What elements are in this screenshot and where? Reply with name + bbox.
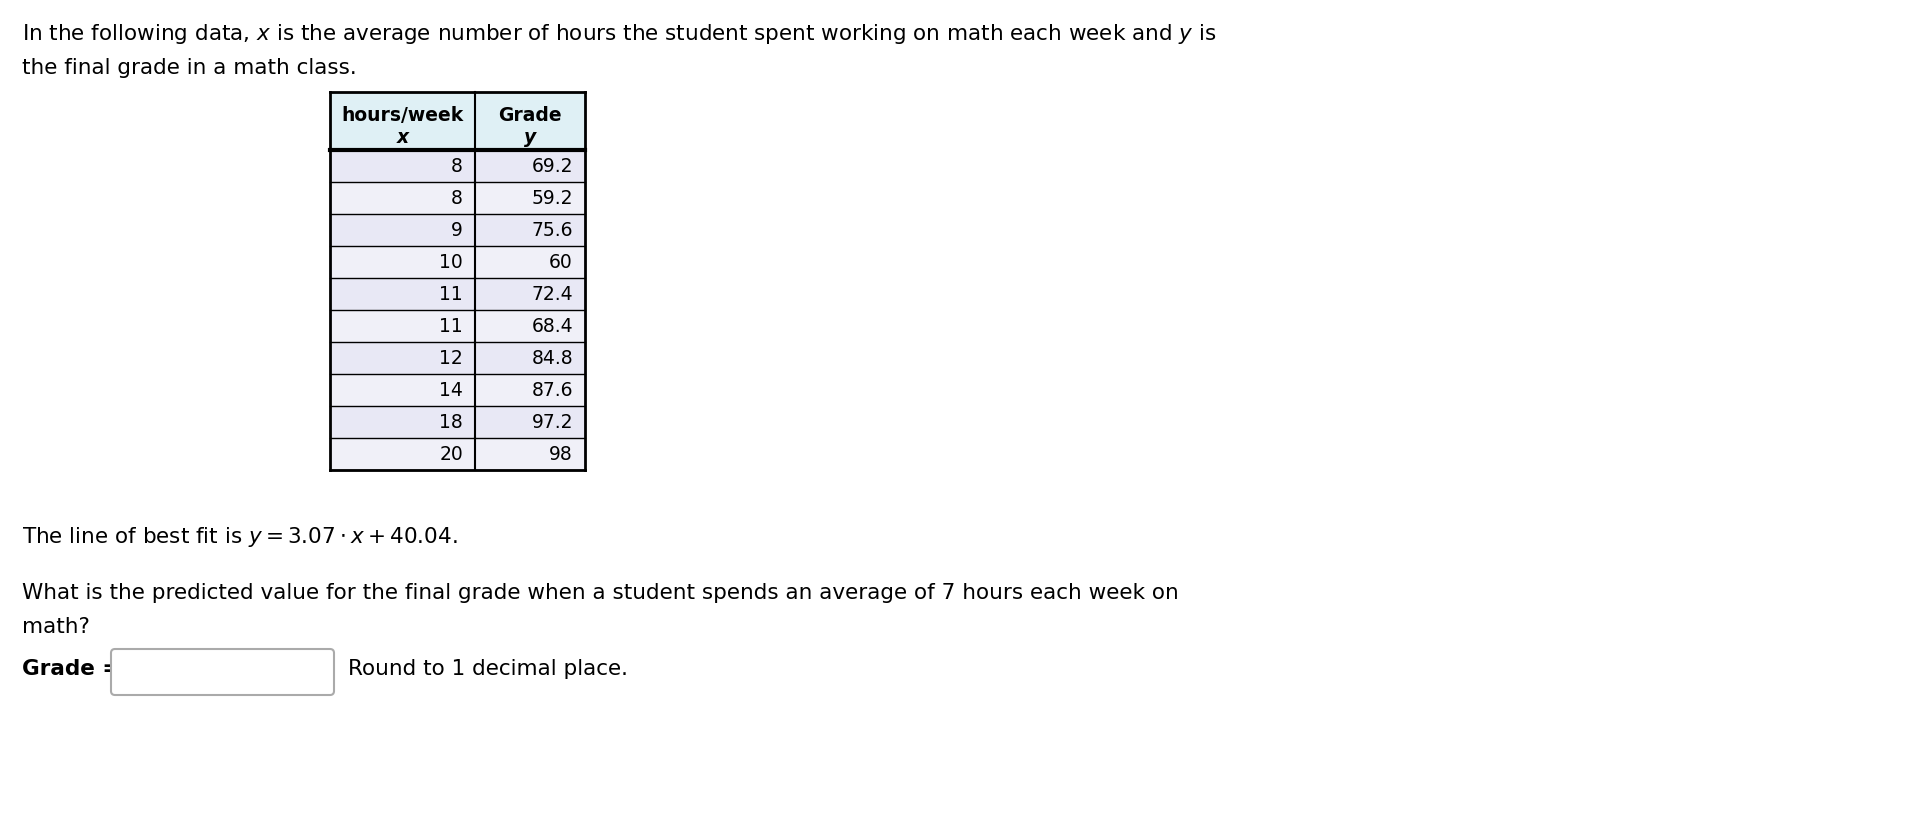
Text: 60: 60 (549, 252, 572, 271)
Text: 8: 8 (451, 156, 463, 176)
Bar (474, 342, 586, 374)
Text: 84.8: 84.8 (532, 349, 572, 368)
Text: Grade: Grade (497, 106, 563, 125)
Bar (474, 438, 586, 470)
Text: In the following data, $x$ is the average number of hours the student spent work: In the following data, $x$ is the averag… (21, 22, 1217, 46)
Bar (330, 92, 586, 150)
Bar (330, 182, 474, 214)
Bar (330, 406, 474, 438)
Text: y: y (524, 128, 536, 147)
Text: 97.2: 97.2 (532, 413, 572, 432)
Text: 69.2: 69.2 (532, 156, 572, 176)
Text: 87.6: 87.6 (532, 380, 572, 399)
Text: Grade =: Grade = (21, 659, 121, 679)
Bar (474, 406, 586, 438)
Bar (474, 246, 586, 278)
Text: 59.2: 59.2 (532, 189, 572, 207)
Bar (474, 182, 586, 214)
FancyBboxPatch shape (111, 649, 334, 695)
Bar (330, 310, 474, 342)
Bar (474, 310, 586, 342)
Bar (330, 214, 474, 246)
Text: 11: 11 (440, 316, 463, 335)
Bar (330, 374, 474, 406)
Text: math?: math? (21, 617, 90, 637)
Bar (474, 150, 586, 182)
Text: the final grade in a math class.: the final grade in a math class. (21, 58, 357, 78)
Bar (330, 438, 474, 470)
Bar (330, 246, 474, 278)
Text: 18: 18 (440, 413, 463, 432)
Text: 75.6: 75.6 (532, 220, 572, 240)
Text: 14: 14 (440, 380, 463, 399)
Text: The line of best fit is $y = 3.07 \cdot x + 40.04$.: The line of best fit is $y = 3.07 \cdot … (21, 525, 457, 549)
Bar (474, 374, 586, 406)
Text: 8: 8 (451, 189, 463, 207)
Text: x: x (396, 128, 409, 147)
Text: hours/week: hours/week (342, 106, 463, 125)
Bar (330, 278, 474, 310)
Bar (474, 214, 586, 246)
Bar (330, 150, 474, 182)
Text: 10: 10 (440, 252, 463, 271)
Bar (474, 278, 586, 310)
Text: 72.4: 72.4 (532, 285, 572, 304)
Bar (330, 342, 474, 374)
Text: 98: 98 (549, 444, 572, 463)
Text: 9: 9 (451, 220, 463, 240)
Text: 68.4: 68.4 (532, 316, 572, 335)
Text: What is the predicted value for the final grade when a student spends an average: What is the predicted value for the fina… (21, 583, 1179, 603)
Text: 20: 20 (440, 444, 463, 463)
Text: Round to 1 decimal place.: Round to 1 decimal place. (348, 659, 628, 679)
Text: 11: 11 (440, 285, 463, 304)
Text: 12: 12 (440, 349, 463, 368)
